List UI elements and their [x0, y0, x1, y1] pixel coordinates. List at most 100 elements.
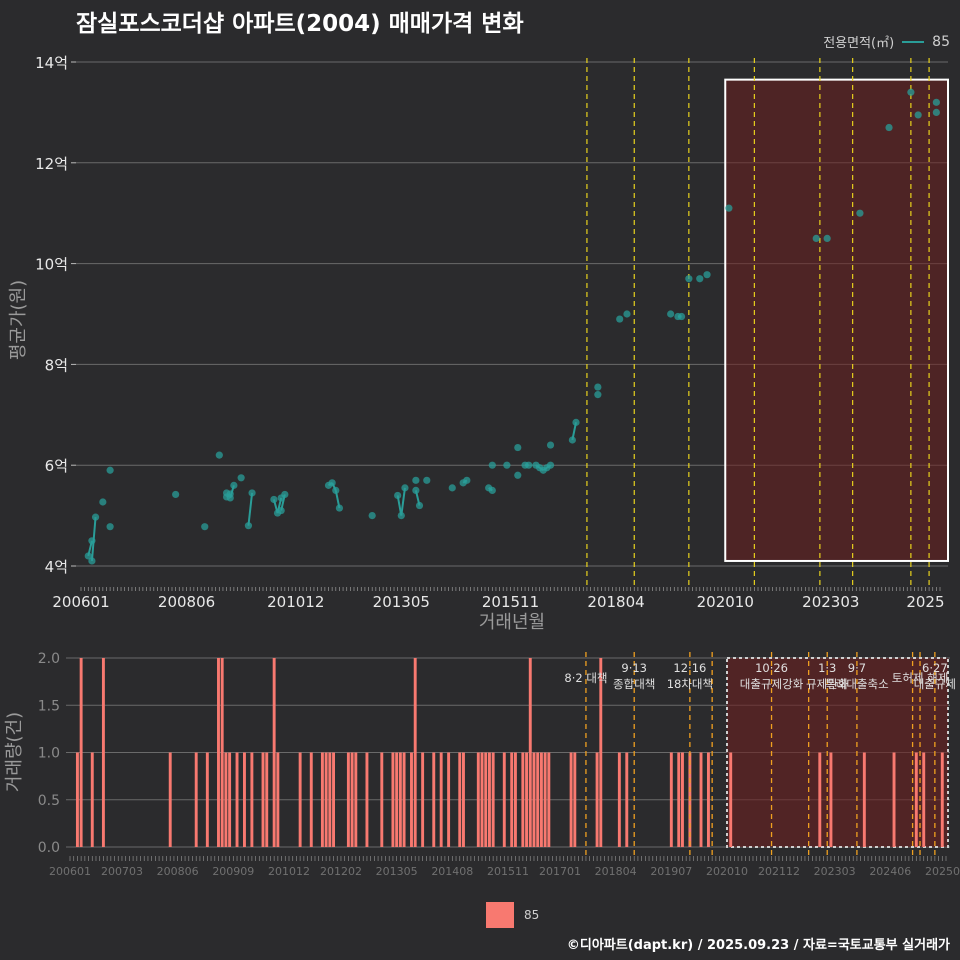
volume-bar [265, 752, 269, 847]
volume-bar [510, 752, 514, 847]
y-tick-label: 1.0 [38, 746, 60, 762]
x-tick-label: 201907 [650, 865, 692, 878]
data-point [503, 461, 511, 469]
data-point [616, 315, 624, 323]
data-point [328, 479, 336, 487]
volume-bar [922, 752, 926, 847]
y-tick-label: 8억 [45, 356, 68, 374]
x-tick-label: 201511 [482, 593, 539, 611]
data-point [696, 275, 704, 283]
policy-label: 1·3 [818, 661, 836, 675]
data-point [812, 234, 820, 242]
data-point [415, 501, 424, 510]
x-tick-label: 200806 [158, 593, 215, 611]
volume-bar [346, 752, 350, 847]
volume-bar [543, 752, 547, 847]
y-tick-label: 4억 [45, 558, 68, 576]
data-point [237, 474, 245, 482]
volume-bar [599, 658, 603, 847]
legend-bottom-series: 85 [524, 908, 540, 922]
volume-bar [224, 752, 228, 847]
footer-credit: ©디아파트(dapt.kr) / 2025.09.23 / 자료=국토교통부 실… [566, 938, 950, 953]
data-point [448, 484, 456, 492]
data-point [368, 511, 376, 520]
volume-bar [729, 752, 733, 847]
data-point [623, 310, 631, 318]
volume-bar [677, 752, 681, 847]
data-point [106, 466, 114, 474]
volume-bar [447, 752, 451, 847]
volume-bar [528, 658, 532, 847]
volume-bar [699, 752, 703, 847]
data-point [932, 98, 940, 106]
data-point [667, 310, 675, 318]
data-point [277, 506, 285, 515]
y-tick-label: 2.0 [38, 651, 60, 667]
data-point [244, 522, 253, 530]
series-line-segment [247, 492, 254, 526]
data-point [914, 111, 922, 119]
volume-bar [235, 752, 239, 847]
volume-bar [491, 752, 495, 847]
data-point [685, 275, 693, 283]
volume-bar [402, 752, 406, 847]
x-tick-label: 2025 [906, 593, 944, 611]
data-point [270, 495, 278, 504]
x-tick-label: 200703 [101, 865, 143, 878]
volume-bar [914, 752, 918, 847]
x-tick-label: 202509 [925, 865, 960, 878]
volume-bar [90, 752, 94, 847]
volume-bar [220, 658, 224, 847]
volume-bar [410, 752, 413, 847]
volume-bar [432, 752, 436, 847]
volume-bar [298, 752, 302, 847]
x-tick-label: 201305 [373, 593, 430, 611]
chart-title: 잠실포스코더샵 아파트(2004) 매매가격 변화 [76, 11, 524, 37]
volume-bar [502, 752, 506, 847]
volume-bar [487, 752, 491, 847]
data-point [594, 383, 602, 391]
data-point [332, 486, 340, 494]
volume-bar [681, 752, 684, 847]
legend-bottom: 85 [486, 902, 539, 928]
legend-top-series: 85 [932, 33, 950, 50]
volume-bar [421, 752, 425, 847]
x-tick-label: 201202 [320, 865, 362, 878]
data-point [932, 108, 940, 116]
policy-label: 토허제 해제 [892, 671, 949, 685]
data-point [907, 88, 915, 96]
data-point [88, 557, 96, 565]
data-point [463, 476, 471, 484]
policy-label: 특례대출축소 [825, 677, 888, 691]
data-point [546, 441, 555, 449]
data-point [91, 513, 100, 521]
data-point [572, 418, 580, 426]
y-axis-label: 거래량(건) [4, 712, 25, 792]
y-tick-label: 10억 [35, 256, 68, 274]
volume-bar [439, 752, 443, 847]
volume-bar [536, 752, 540, 847]
volume-bar [413, 658, 417, 847]
data-point [397, 511, 405, 520]
volume-bar [829, 752, 833, 847]
x-tick-label: 202303 [802, 593, 859, 611]
volume-bar [217, 658, 220, 847]
price-chart: 4억 6억 8억 10억 12억 14억 200601 200806 201012 201305 2… [8, 54, 949, 633]
highlight-box [726, 657, 949, 848]
data-point [215, 451, 223, 459]
series-line-segment [400, 487, 406, 516]
volume-bar [458, 752, 462, 847]
volume-bar [354, 752, 358, 847]
volume-bar [525, 752, 529, 847]
volume-bar [862, 752, 866, 847]
volume-bar [250, 752, 254, 847]
volume-bar [380, 752, 384, 847]
volume-bar [669, 752, 673, 847]
x-tick-label: 202303 [814, 865, 856, 878]
x-tick-label: 202010 [697, 593, 754, 611]
volume-bar [101, 658, 105, 847]
x-axis-label: 거래년월 [479, 612, 545, 633]
volume-bar [480, 752, 484, 847]
x-tick-label: 201408 [431, 865, 473, 878]
data-point [568, 436, 576, 444]
